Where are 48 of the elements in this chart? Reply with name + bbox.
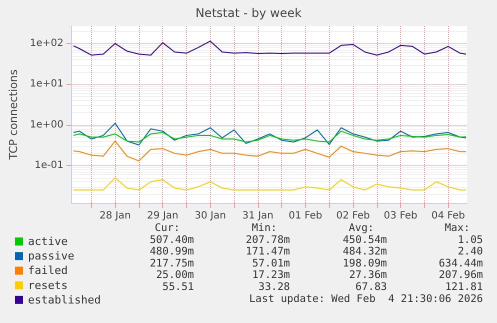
y-tick-label: 1e-01: [34, 160, 64, 172]
x-tick-label: 31 Jan: [242, 210, 274, 222]
line-series: [73, 177, 467, 191]
text: 507.40m: [150, 234, 194, 246]
text: 450.54m: [342, 234, 387, 246]
x-tick-label: 03 Feb: [384, 210, 418, 222]
line-series: [73, 140, 467, 162]
text: 25.00m: [156, 269, 194, 282]
text: 480.99m: [150, 246, 194, 258]
text: 217.75m: [150, 257, 194, 270]
text: 121.81: [445, 280, 483, 293]
legend-label: established: [28, 293, 101, 306]
text: 33.28: [258, 280, 290, 293]
text: 207.78m: [246, 234, 290, 246]
x-tick-label: 01 Feb: [288, 210, 322, 222]
line-series: [73, 122, 467, 146]
text: 484.32m: [342, 246, 387, 258]
legend-label: failed: [28, 264, 68, 278]
text: 67.83: [355, 280, 387, 293]
line-series: [73, 40, 467, 56]
text: Cur:: [154, 222, 180, 234]
text: Max:: [444, 222, 470, 234]
text: 17.23m: [252, 269, 290, 282]
text: 171.47m: [246, 246, 290, 258]
legend-label: active: [28, 235, 68, 248]
chart-title: Netstat - by week: [195, 6, 302, 20]
legend-label: passive: [28, 250, 74, 263]
text: 55.51: [162, 280, 194, 293]
y-tick-label: 1e+01: [30, 78, 64, 90]
x-tick-label: 02 Feb: [336, 210, 370, 222]
y-tick-label: 1e+00: [30, 119, 64, 130]
x-tick-label: 29 Jan: [147, 210, 178, 222]
y-axis-title: TCP connections: [7, 69, 20, 161]
text: Last update: Wed Feb 4 21:30:06 2026: [249, 293, 483, 305]
x-tick-label: 28 Jan: [99, 210, 131, 222]
legend-label: resets: [28, 278, 68, 292]
text: 27.36m: [349, 269, 387, 282]
text: 2.40: [458, 246, 483, 258]
text: Avg:: [348, 222, 374, 234]
x-tick-label: 30 Jan: [194, 210, 226, 222]
text: 207.96m: [438, 269, 483, 282]
text: 57.01m: [252, 257, 290, 270]
x-tick-label: 04 Feb: [431, 210, 465, 222]
text: Min:: [252, 222, 277, 234]
text: 1.05: [458, 234, 483, 246]
text: 198.09m: [342, 257, 387, 270]
y-tick-label: 1e+02: [30, 38, 64, 50]
text: 634.44m: [438, 257, 483, 270]
